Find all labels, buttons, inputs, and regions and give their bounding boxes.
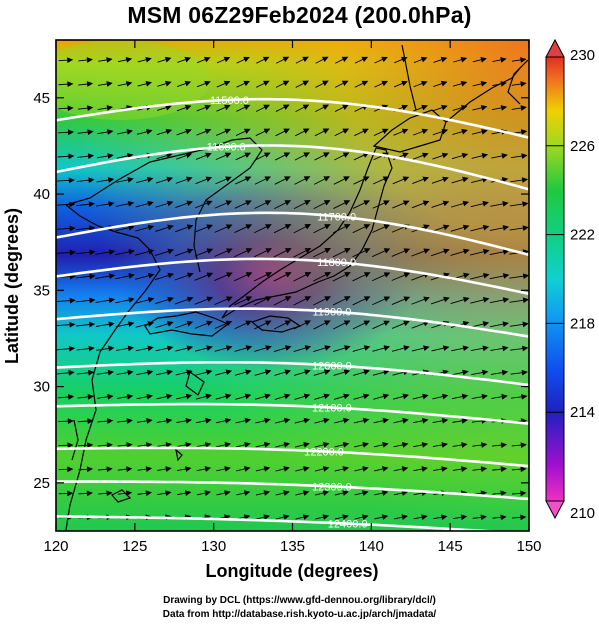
height-contour [56,307,529,338]
credit-dcl: Drawing by DCL (https://www.gfd-dennou.o… [163,595,436,606]
map-title: MSM 06Z29Feb2024 (200.0hPa) [127,2,472,28]
y-tick-label: 35 [33,282,50,299]
axis-ticks [55,40,530,531]
y-tick-label: 40 [33,186,50,203]
contour-label: 11600.0 [207,142,246,154]
contour-label: 11500.0 [210,95,249,107]
contour-label: 11700.0 [317,211,356,223]
axis-tick-labels: 120 125 130 135 140 145 150 25 30 35 40 45 [33,90,541,555]
colorbar-tick-label: 226 [570,138,595,155]
contour-label: 11900.0 [312,307,351,319]
contour-label: 12400.0 [328,519,368,531]
height-contour [56,97,529,139]
colorbar-min-arrow [545,500,565,520]
height-contour [56,515,507,531]
colorbar-tick-label: 214 [570,404,595,421]
x-tick-label: 140 [359,538,384,555]
height-contour [56,144,529,191]
height-contour [56,402,529,425]
height-contours: 11500.0 11600.0 11700.0 11800.0 11900.0 12000… [56,95,529,531]
x-tick-label: 145 [438,538,463,555]
contour-label: 11800.0 [317,257,356,269]
contour-label: 12100.0 [312,403,352,415]
contour-label: 12000.0 [312,360,352,372]
x-tick-label: 120 [43,538,68,555]
height-contour [56,480,529,501]
colorbar-tick-label: 218 [570,315,595,332]
y-tick-label: 30 [33,379,50,396]
colorbar-max-arrow [545,38,565,58]
colorbar-tick-label: 230 [570,47,595,64]
contour-label: 12300.0 [312,481,352,493]
colorbar-tick-label: 210 [570,505,595,522]
wind-vectors [56,56,529,521]
height-contour [56,257,529,296]
x-axis-label: Longitude (degrees) [205,561,378,581]
contour-label: 12200.0 [304,446,344,458]
credit-data-source: Data from http://database.rish.kyoto-u.a… [162,609,437,620]
height-contour [56,446,529,468]
y-tick-label: 25 [33,475,50,492]
x-tick-label: 125 [122,538,147,555]
y-tick-label: 45 [33,90,50,107]
x-tick-label: 150 [516,538,541,555]
x-tick-label: 135 [280,538,305,555]
height-contour [56,211,529,257]
colorbar: 210 214 218 222 226 230 [545,38,595,522]
x-tick-label: 130 [201,538,226,555]
height-contour [56,361,529,387]
colorbar-tick-label: 222 [570,227,595,244]
y-axis-label: Latitude (degrees) [2,208,22,364]
